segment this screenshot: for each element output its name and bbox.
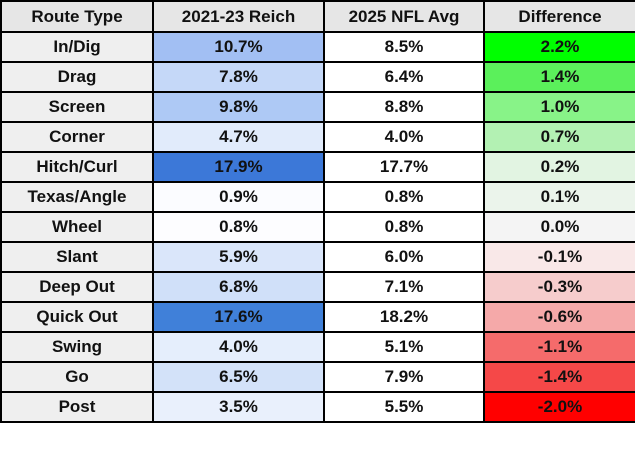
route-type-cell: In/Dig (0, 31, 154, 63)
value-cell: -2.0% (483, 391, 635, 423)
value-cell: 5.5% (323, 391, 485, 423)
value-cell: 7.8% (152, 61, 325, 93)
table-row: Screen 9.8% 8.8% 1.0% (0, 91, 635, 123)
table-row: Quick Out 17.6% 18.2% -0.6% (0, 301, 635, 333)
value-cell: 6.4% (323, 61, 485, 93)
value-cell: 4.0% (323, 121, 485, 153)
table-row: Swing 4.0% 5.1% -1.1% (0, 331, 635, 363)
value-cell: 5.9% (152, 241, 325, 273)
value-cell: 0.7% (483, 121, 635, 153)
value-cell: 0.8% (152, 211, 325, 243)
value-cell: 0.8% (323, 181, 485, 213)
table-row: Hitch/Curl 17.9% 17.7% 0.2% (0, 151, 635, 183)
table-row: Go 6.5% 7.9% -1.4% (0, 361, 635, 393)
value-cell: 8.5% (323, 31, 485, 63)
value-cell: 18.2% (323, 301, 485, 333)
value-cell: 17.6% (152, 301, 325, 333)
value-cell: 17.9% (152, 151, 325, 183)
value-cell: 1.0% (483, 91, 635, 123)
value-cell: 0.8% (323, 211, 485, 243)
value-cell: 10.7% (152, 31, 325, 63)
route-type-cell: Slant (0, 241, 154, 273)
route-type-cell: Wheel (0, 211, 154, 243)
route-type-cell: Swing (0, 331, 154, 363)
value-cell: 0.0% (483, 211, 635, 243)
value-cell: 8.8% (323, 91, 485, 123)
header-row: Route Type 2021-23 Reich 2025 NFL Avg Diffe… (0, 0, 635, 33)
value-cell: -1.4% (483, 361, 635, 393)
value-cell: 17.7% (323, 151, 485, 183)
table-row: Corner 4.7% 4.0% 0.7% (0, 121, 635, 153)
value-cell: 2.2% (483, 31, 635, 63)
value-cell: 5.1% (323, 331, 485, 363)
table-row: Drag 7.8% 6.4% 1.4% (0, 61, 635, 93)
table-header: Route Type 2021-23 Reich 2025 NFL Avg Diffe… (0, 0, 635, 33)
header-cell: Route Type (0, 0, 154, 33)
value-cell: -1.1% (483, 331, 635, 363)
value-cell: 7.1% (323, 271, 485, 303)
value-cell: -0.3% (483, 271, 635, 303)
header-cell: 2021-23 Reich (152, 0, 325, 33)
header-cell: 2025 NFL Avg (323, 0, 485, 33)
value-cell: 1.4% (483, 61, 635, 93)
route-type-cell: Hitch/Curl (0, 151, 154, 183)
value-cell: -0.1% (483, 241, 635, 273)
route-type-cell: Go (0, 361, 154, 393)
value-cell: 7.9% (323, 361, 485, 393)
value-cell: -0.6% (483, 301, 635, 333)
route-type-cell: Quick Out (0, 301, 154, 333)
table-row: Deep Out 6.8% 7.1% -0.3% (0, 271, 635, 303)
table-row: Post 3.5% 5.5% -2.0% (0, 391, 635, 423)
value-cell: 4.0% (152, 331, 325, 363)
value-cell: 0.2% (483, 151, 635, 183)
table-row: Texas/Angle 0.9% 0.8% 0.1% (0, 181, 635, 213)
value-cell: 4.7% (152, 121, 325, 153)
value-cell: 6.8% (152, 271, 325, 303)
table-row: Slant 5.9% 6.0% -0.1% (0, 241, 635, 273)
route-type-cell: Drag (0, 61, 154, 93)
route-type-cell: Texas/Angle (0, 181, 154, 213)
value-cell: 3.5% (152, 391, 325, 423)
route-type-cell: Post (0, 391, 154, 423)
route-type-cell: Corner (0, 121, 154, 153)
route-table: Route Type 2021-23 Reich 2025 NFL Avg Diffe… (0, 0, 635, 423)
value-cell: 6.5% (152, 361, 325, 393)
table-row: In/Dig 10.7% 8.5% 2.2% (0, 31, 635, 63)
route-type-cell: Screen (0, 91, 154, 123)
table-row: Wheel 0.8% 0.8% 0.0% (0, 211, 635, 243)
value-cell: 0.1% (483, 181, 635, 213)
value-cell: 9.8% (152, 91, 325, 123)
value-cell: 6.0% (323, 241, 485, 273)
route-type-cell: Deep Out (0, 271, 154, 303)
header-cell: Difference (483, 0, 635, 33)
table-body: In/Dig 10.7% 8.5% 2.2% Drag 7.8% 6.4% 1.4% Scree… (0, 31, 635, 423)
value-cell: 0.9% (152, 181, 325, 213)
